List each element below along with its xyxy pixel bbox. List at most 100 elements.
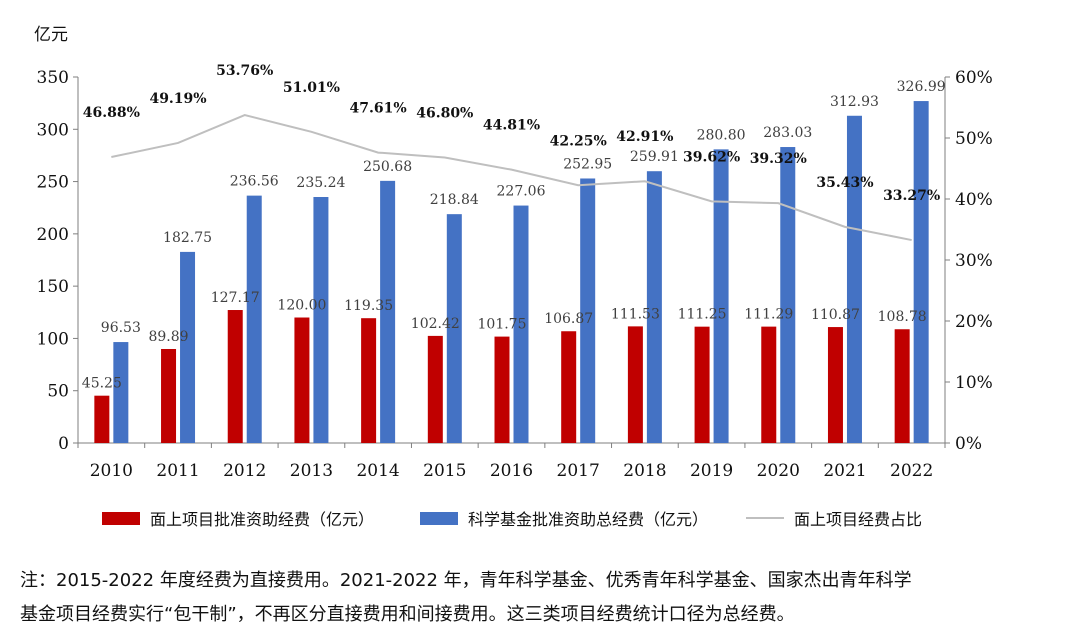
data-label-general-project: 102.42 bbox=[411, 316, 460, 332]
data-label-share: 42.91% bbox=[616, 129, 673, 145]
data-label-general-project: 119.35 bbox=[344, 298, 393, 314]
data-label-total-fund: 236.56 bbox=[230, 174, 279, 190]
data-label-general-project: 106.87 bbox=[544, 311, 593, 327]
data-label-general-project: 110.87 bbox=[811, 307, 860, 323]
data-label-general-project: 111.29 bbox=[744, 307, 793, 323]
data-label-total-fund: 326.99 bbox=[897, 79, 946, 95]
y-tick-label: 100 bbox=[37, 329, 69, 349]
share-line bbox=[111, 114, 912, 242]
bar-total-fund bbox=[780, 147, 796, 443]
data-label-general-project: 120.00 bbox=[277, 298, 326, 314]
legend-label: 面上项目批准资助经费（亿元） bbox=[150, 510, 375, 529]
share-line-path bbox=[111, 114, 912, 242]
data-label-share: 39.32% bbox=[750, 151, 807, 167]
y-tick-label: 50 bbox=[47, 382, 69, 402]
data-label-total-fund: 227.06 bbox=[497, 184, 546, 200]
axes: 0 50 100 150 200 250 300 350 0% 10% 20% 30% 40% 50% 60… bbox=[37, 68, 993, 481]
legend-label: 科学基金批准资助总经费（亿元） bbox=[468, 510, 709, 529]
bar-general-project bbox=[161, 349, 177, 443]
y-tick-label: 300 bbox=[37, 120, 69, 140]
bar-general-project bbox=[894, 329, 910, 443]
x-tick-label: 2017 bbox=[557, 461, 600, 481]
bar-total-fund bbox=[180, 251, 196, 443]
y2-tick-label: 30% bbox=[955, 251, 993, 271]
bar-general-project bbox=[427, 335, 443, 443]
x-tick-label: 2012 bbox=[223, 461, 266, 481]
data-label-general-project: 111.25 bbox=[678, 307, 727, 323]
bar-total-fund bbox=[913, 101, 929, 443]
data-label-share: 42.25% bbox=[550, 133, 607, 149]
data-label-share: 33.27% bbox=[883, 188, 940, 204]
bars bbox=[94, 101, 929, 444]
data-label-share: 44.81% bbox=[483, 118, 540, 134]
data-label-share: 51.01% bbox=[283, 80, 340, 96]
legend-swatch-red bbox=[102, 511, 140, 525]
x-tick-label: 2010 bbox=[90, 461, 133, 481]
bar-general-project bbox=[761, 326, 777, 443]
data-label-total-fund: 312.93 bbox=[830, 94, 879, 110]
data-label-total-fund: 252.95 bbox=[563, 156, 612, 172]
y-axis-unit-label: 亿元 bbox=[34, 25, 68, 45]
legend-item-total-fund: 科学基金批准资助总经费（亿元） bbox=[420, 506, 708, 530]
x-tick-label: 2016 bbox=[490, 461, 533, 481]
y2-tick-label: 60% bbox=[955, 68, 993, 88]
legend-label: 面上项目经费占比 bbox=[794, 510, 923, 529]
data-label-general-project: 111.53 bbox=[611, 306, 660, 322]
legend-swatch-line bbox=[746, 517, 784, 519]
data-label-share: 46.88% bbox=[83, 105, 140, 121]
data-label-total-fund: 259.91 bbox=[630, 149, 679, 165]
x-tick-label: 2022 bbox=[890, 461, 933, 481]
data-label-share: 49.19% bbox=[149, 91, 206, 107]
data-label-share: 46.80% bbox=[416, 106, 473, 122]
y-tick-label: 200 bbox=[37, 225, 69, 245]
bar-total-fund bbox=[380, 180, 396, 443]
bar-total-fund bbox=[313, 197, 329, 443]
bar-total-fund bbox=[513, 205, 529, 443]
x-tick-label: 2013 bbox=[290, 461, 333, 481]
x-tick-label: 2020 bbox=[757, 461, 800, 481]
bar-total-fund bbox=[713, 149, 729, 443]
y2-tick-label: 40% bbox=[955, 190, 993, 210]
y2-tick-label: 50% bbox=[955, 129, 993, 149]
bar-general-project bbox=[627, 326, 643, 443]
bar-general-project bbox=[694, 326, 710, 443]
legend-swatch-blue bbox=[420, 511, 458, 525]
y-tick-label: 150 bbox=[37, 277, 69, 297]
data-label-general-project: 45.25 bbox=[82, 376, 122, 392]
data-labels: 45.25 96.53 89.89 182.75 127.17 236.56 120.00 2… bbox=[82, 63, 946, 392]
y2-tick-label: 0% bbox=[955, 434, 982, 454]
x-tick-label: 2019 bbox=[690, 461, 733, 481]
legend-item-share: 面上项目经费占比 bbox=[746, 506, 922, 530]
x-tick-label: 2014 bbox=[356, 461, 399, 481]
bar-total-fund bbox=[646, 171, 662, 443]
data-label-total-fund: 96.53 bbox=[101, 320, 141, 336]
bar-general-project bbox=[294, 317, 310, 443]
bar-general-project bbox=[494, 336, 510, 443]
note-line-2: 基金项目经费实行“包干制”，不再区分直接费用和间接费用。这三类项目经费统计口径为… bbox=[20, 604, 795, 625]
data-label-general-project: 101.75 bbox=[478, 317, 527, 333]
bar-total-fund bbox=[846, 115, 862, 444]
note-line-1: 注：2015-2022 年度经费为直接费用。2021-2022 年，青年科学基金… bbox=[20, 570, 912, 591]
data-label-general-project: 127.17 bbox=[211, 290, 260, 306]
bar-total-fund bbox=[446, 214, 462, 443]
data-label-share: 53.76% bbox=[216, 63, 273, 79]
y-tick-label: 250 bbox=[37, 173, 69, 193]
bar-general-project bbox=[561, 331, 577, 443]
bar-general-project bbox=[227, 310, 243, 443]
data-label-share: 35.43% bbox=[816, 175, 873, 191]
y-tick-label: 0 bbox=[58, 434, 69, 454]
data-label-share: 47.61% bbox=[350, 101, 407, 117]
data-label-total-fund: 182.75 bbox=[163, 230, 212, 246]
x-tick-label: 2015 bbox=[423, 461, 466, 481]
data-label-total-fund: 235.24 bbox=[296, 175, 345, 191]
y2-tick-label: 10% bbox=[955, 373, 993, 393]
bar-general-project bbox=[361, 318, 377, 443]
x-tick-label: 2021 bbox=[823, 461, 866, 481]
legend-item-general-project: 面上项目批准资助经费（亿元） bbox=[102, 506, 374, 530]
data-label-total-fund: 250.68 bbox=[363, 159, 412, 175]
y2-tick-label: 20% bbox=[955, 312, 993, 332]
data-label-share: 39.62% bbox=[683, 149, 740, 165]
data-label-total-fund: 280.80 bbox=[697, 127, 746, 143]
data-label-general-project: 89.89 bbox=[148, 329, 188, 345]
bar-general-project bbox=[827, 327, 843, 443]
